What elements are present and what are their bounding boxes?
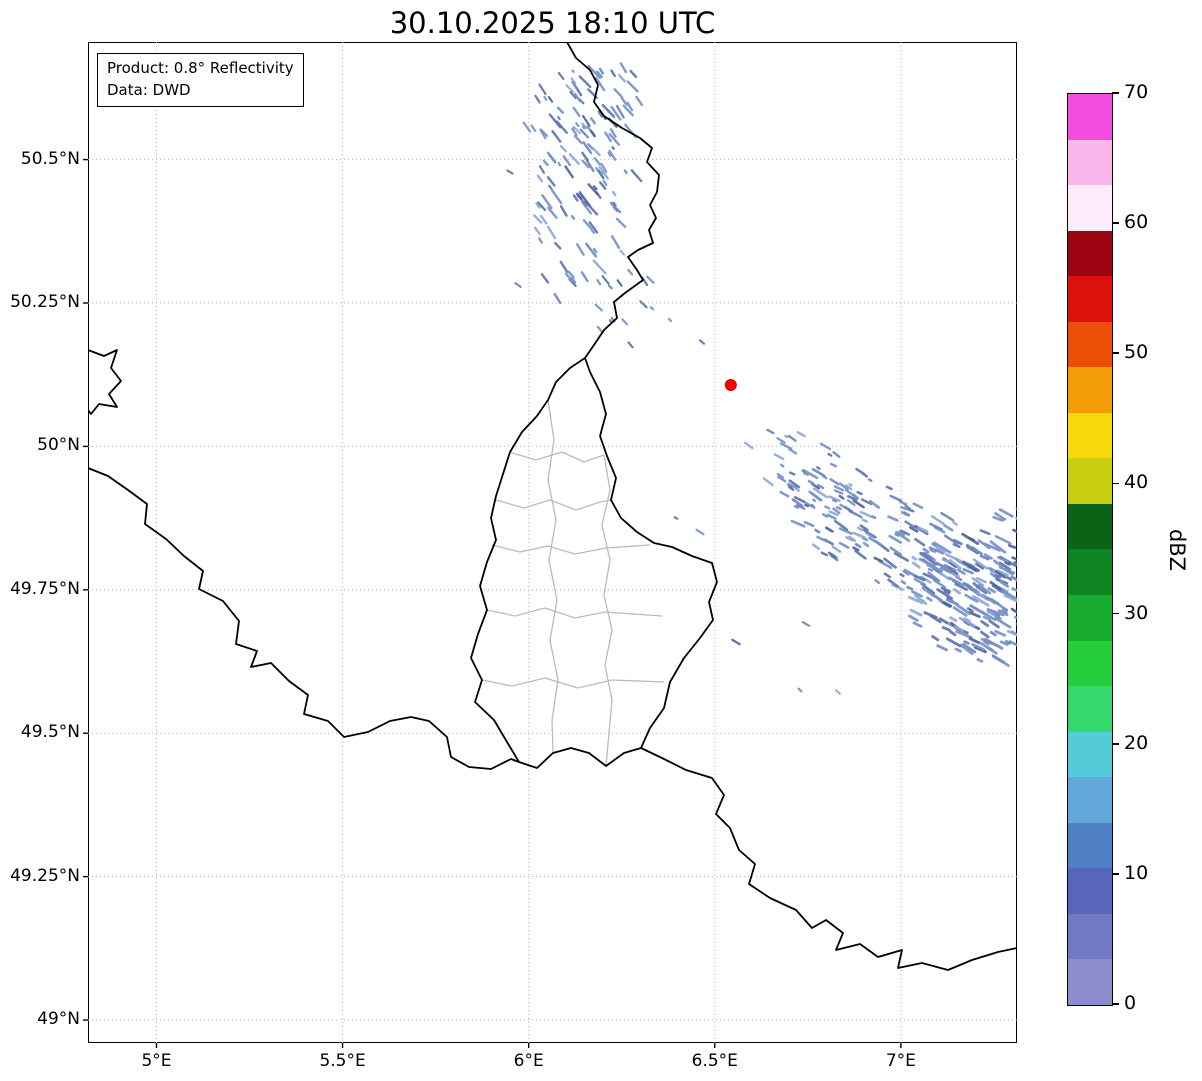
colorbar-band bbox=[1068, 412, 1112, 459]
echo-streak bbox=[1033, 508, 1044, 517]
colorbar-band bbox=[1068, 868, 1112, 914]
colorbar-band bbox=[1068, 822, 1112, 869]
echo-streak bbox=[1026, 547, 1037, 554]
x-tick-label: 6.5°E bbox=[691, 1051, 738, 1071]
product-info-box: Product: 0.8° Reflectivity Data: DWD bbox=[97, 53, 304, 107]
echo-streak bbox=[1026, 602, 1044, 615]
echo-streak bbox=[1019, 594, 1037, 608]
echo-streak bbox=[1016, 633, 1017, 645]
echo-streak bbox=[1018, 582, 1034, 594]
colorbar-band bbox=[1068, 367, 1112, 413]
colorbar-tick-label: 0 bbox=[1124, 992, 1137, 1014]
y-tick-label: 49°N bbox=[37, 1009, 80, 1030]
colorbar-tick-mark bbox=[1112, 1003, 1119, 1005]
colorbar-tick-mark bbox=[1112, 742, 1119, 745]
echo-streak bbox=[1027, 599, 1035, 605]
echo-streak bbox=[1024, 498, 1040, 508]
echo-streak bbox=[1023, 618, 1041, 632]
echo-streak bbox=[1034, 542, 1041, 547]
y-tick-label: 49.25°N bbox=[10, 865, 80, 886]
colorbar-band bbox=[1068, 777, 1112, 823]
colorbar-tick-mark bbox=[1112, 92, 1119, 94]
colorbar-band bbox=[1068, 959, 1112, 1005]
echo-streak bbox=[1017, 596, 1024, 602]
echo-streak bbox=[1018, 645, 1028, 653]
echo-streak bbox=[1021, 567, 1033, 575]
x-tick-label: 5.5°E bbox=[319, 1051, 366, 1071]
echo-streak bbox=[1033, 613, 1049, 623]
colorbar bbox=[1067, 93, 1113, 1006]
echo-streak bbox=[1024, 611, 1036, 619]
echo-streak bbox=[1015, 622, 1017, 633]
x-tick-label: 5°E bbox=[141, 1051, 172, 1071]
colorbar-band bbox=[1068, 731, 1112, 778]
colorbar-tick-label: 10 bbox=[1124, 861, 1149, 884]
echo-streak bbox=[1027, 593, 1038, 601]
colorbar-tick-mark bbox=[1112, 482, 1119, 485]
colorbar-tick-mark bbox=[1112, 873, 1119, 875]
colorbar-band bbox=[1068, 94, 1112, 140]
x-tick-label: 6°E bbox=[513, 1051, 544, 1071]
colorbar-band bbox=[1068, 458, 1112, 504]
colorbar-band bbox=[1068, 503, 1112, 550]
x-tick-label: 7°E bbox=[885, 1051, 916, 1071]
echo-streak bbox=[1031, 578, 1041, 584]
echo-streak bbox=[1018, 495, 1027, 502]
echo-streak bbox=[1026, 622, 1037, 631]
colorbar-band bbox=[1068, 139, 1112, 186]
colorbar-tick-label: 60 bbox=[1124, 211, 1149, 234]
colorbar-band bbox=[1068, 595, 1112, 641]
plot-title: 30.10.2025 18:10 UTC bbox=[389, 6, 716, 40]
echo-streak bbox=[1019, 579, 1038, 594]
echo-streak bbox=[1035, 620, 1052, 632]
colorbar-tick-label: 30 bbox=[1124, 601, 1149, 624]
data-source-label: Data: DWD bbox=[107, 80, 191, 99]
colorbar-band bbox=[1068, 686, 1112, 732]
y-tick-label: 49.75°N bbox=[10, 578, 80, 599]
colorbar-tick-label: 20 bbox=[1124, 731, 1149, 754]
colorbar-tick-mark bbox=[1112, 352, 1119, 355]
colorbar-tick-label: 50 bbox=[1124, 341, 1149, 364]
colorbar-tick-label: 70 bbox=[1124, 81, 1149, 103]
echo-streak bbox=[1028, 509, 1035, 514]
colorbar-band bbox=[1068, 321, 1112, 368]
echo-streak bbox=[1031, 508, 1039, 514]
product-label: Product: 0.8° Reflectivity bbox=[107, 59, 294, 77]
colorbar-band bbox=[1068, 230, 1112, 277]
y-tick-label: 49.5°N bbox=[20, 722, 80, 743]
colorbar-band bbox=[1068, 549, 1112, 596]
echo-streak bbox=[1033, 506, 1039, 510]
y-tick-label: 50.25°N bbox=[10, 292, 80, 312]
echo-streak bbox=[1018, 592, 1035, 602]
colorbar-tick-mark bbox=[1112, 222, 1119, 224]
colorbar-band bbox=[1068, 640, 1112, 687]
colorbar-axis-label: dBZ bbox=[1165, 528, 1190, 572]
colorbar-band bbox=[1068, 276, 1112, 322]
colorbar-band bbox=[1068, 913, 1112, 960]
colorbar-band bbox=[1068, 185, 1112, 231]
map-plot-area bbox=[88, 42, 1017, 1043]
colorbar-tick-mark bbox=[1112, 612, 1119, 615]
echo-streak bbox=[1035, 631, 1045, 639]
echo-streak bbox=[1016, 630, 1017, 638]
colorbar-tick-label: 40 bbox=[1124, 471, 1149, 494]
y-tick-label: 50°N bbox=[37, 435, 80, 456]
y-tick-label: 50.5°N bbox=[20, 148, 80, 169]
